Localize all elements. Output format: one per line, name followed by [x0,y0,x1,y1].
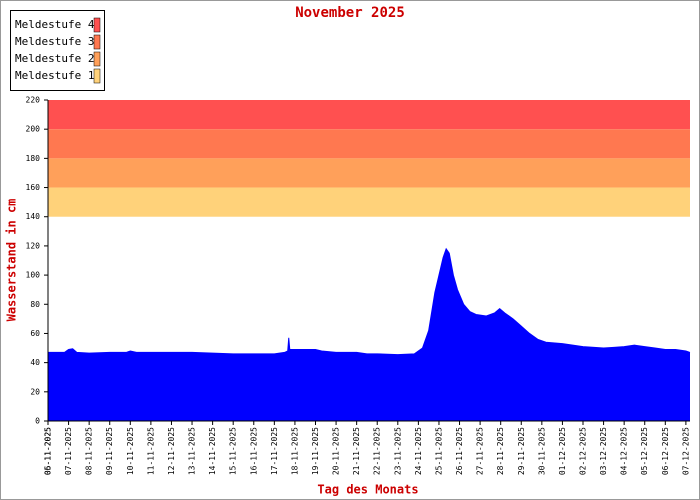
y-axis-label: Wasserstand in cm [5,199,19,322]
x-tick-label: 16-11-2025 [249,427,258,475]
x-tick-label: 07-11-2025 [64,427,73,475]
y-tick-label: 80 [30,300,40,309]
y-tick-label: 220 [26,96,41,105]
x-tick-label: 08-11-2025 [85,427,94,475]
x-tick-label: 14-11-2025 [208,427,217,475]
x-tick-label: 09-11-2025 [105,427,114,475]
x-tick-label: 22-11-2025 [373,427,382,475]
x-tick-label: 06-12-2025 [661,427,670,475]
x-tick-label: 04-12-2025 [620,427,629,475]
y-tick-label: 140 [26,212,41,221]
warning-band [48,100,690,130]
legend-box [10,10,105,91]
y-tick-label: 200 [26,125,41,134]
x-axis-label: Tag des Monats [317,483,418,497]
x-tick-label: 12-11-2025 [167,427,176,475]
legend-label: Meldestufe 4 [15,18,95,31]
legend-swatch [93,17,101,33]
x-tick-label: 23-11-2025 [393,427,402,475]
warning-band [48,187,690,217]
y-tick-label: 60 [30,329,40,338]
x-tick-label: 29-11-2025 [517,427,526,475]
legend-label: Meldestufe 2 [15,52,94,65]
warning-band [48,129,690,159]
y-tick-label: 0 [35,417,40,426]
x-tick-label: 05-11-2025 [44,427,53,475]
legend-label: Meldestufe 1 [15,69,94,82]
x-tick-label: 18-11-2025 [290,427,299,475]
x-tick-label: 17-11-2025 [270,427,279,475]
x-tick-label: 26-11-2025 [455,427,464,475]
x-tick-label: 28-11-2025 [496,427,505,475]
x-tick-label: 25-11-2025 [434,427,443,475]
y-tick-label: 120 [26,241,41,250]
x-tick-label: 24-11-2025 [414,427,423,475]
y-tick-label: 40 [30,358,40,367]
x-tick-label: 02-12-2025 [579,427,588,475]
area-line [48,247,691,356]
y-tick-label: 160 [26,183,41,192]
x-tick-label: 11-11-2025 [146,427,155,475]
chart-title: November 2025 [295,5,405,21]
x-tick-label: 19-11-2025 [311,427,320,475]
x-tick-label: 27-11-2025 [476,427,485,475]
x-tick-label: 01-12-2025 [558,427,567,475]
x-tick-label: 07-12-2025 [681,427,690,475]
x-tick-label: 06-11-2025 [44,427,53,475]
warning-band [48,158,690,188]
x-tick-label: 10-11-2025 [126,427,135,475]
legend-label: Meldestufe 3 [15,35,94,48]
x-tick-label: 05-12-2025 [640,427,649,475]
x-tick-label: 21-11-2025 [352,427,361,475]
legend-swatch [93,34,101,50]
x-tick-label: 20-11-2025 [332,427,341,475]
x-tick-label: 03-12-2025 [599,427,608,475]
x-tick-label: 30-11-2025 [537,427,546,475]
x-tick-label: 13-11-2025 [188,427,197,475]
x-tick-label: 15-11-2025 [229,427,238,475]
y-tick-label: 180 [26,154,41,163]
y-tick-label: 100 [26,271,41,280]
y-tick-label: 20 [30,387,40,396]
legend-swatch [93,51,101,67]
area-fill [48,248,690,421]
legend-swatch [93,68,101,84]
